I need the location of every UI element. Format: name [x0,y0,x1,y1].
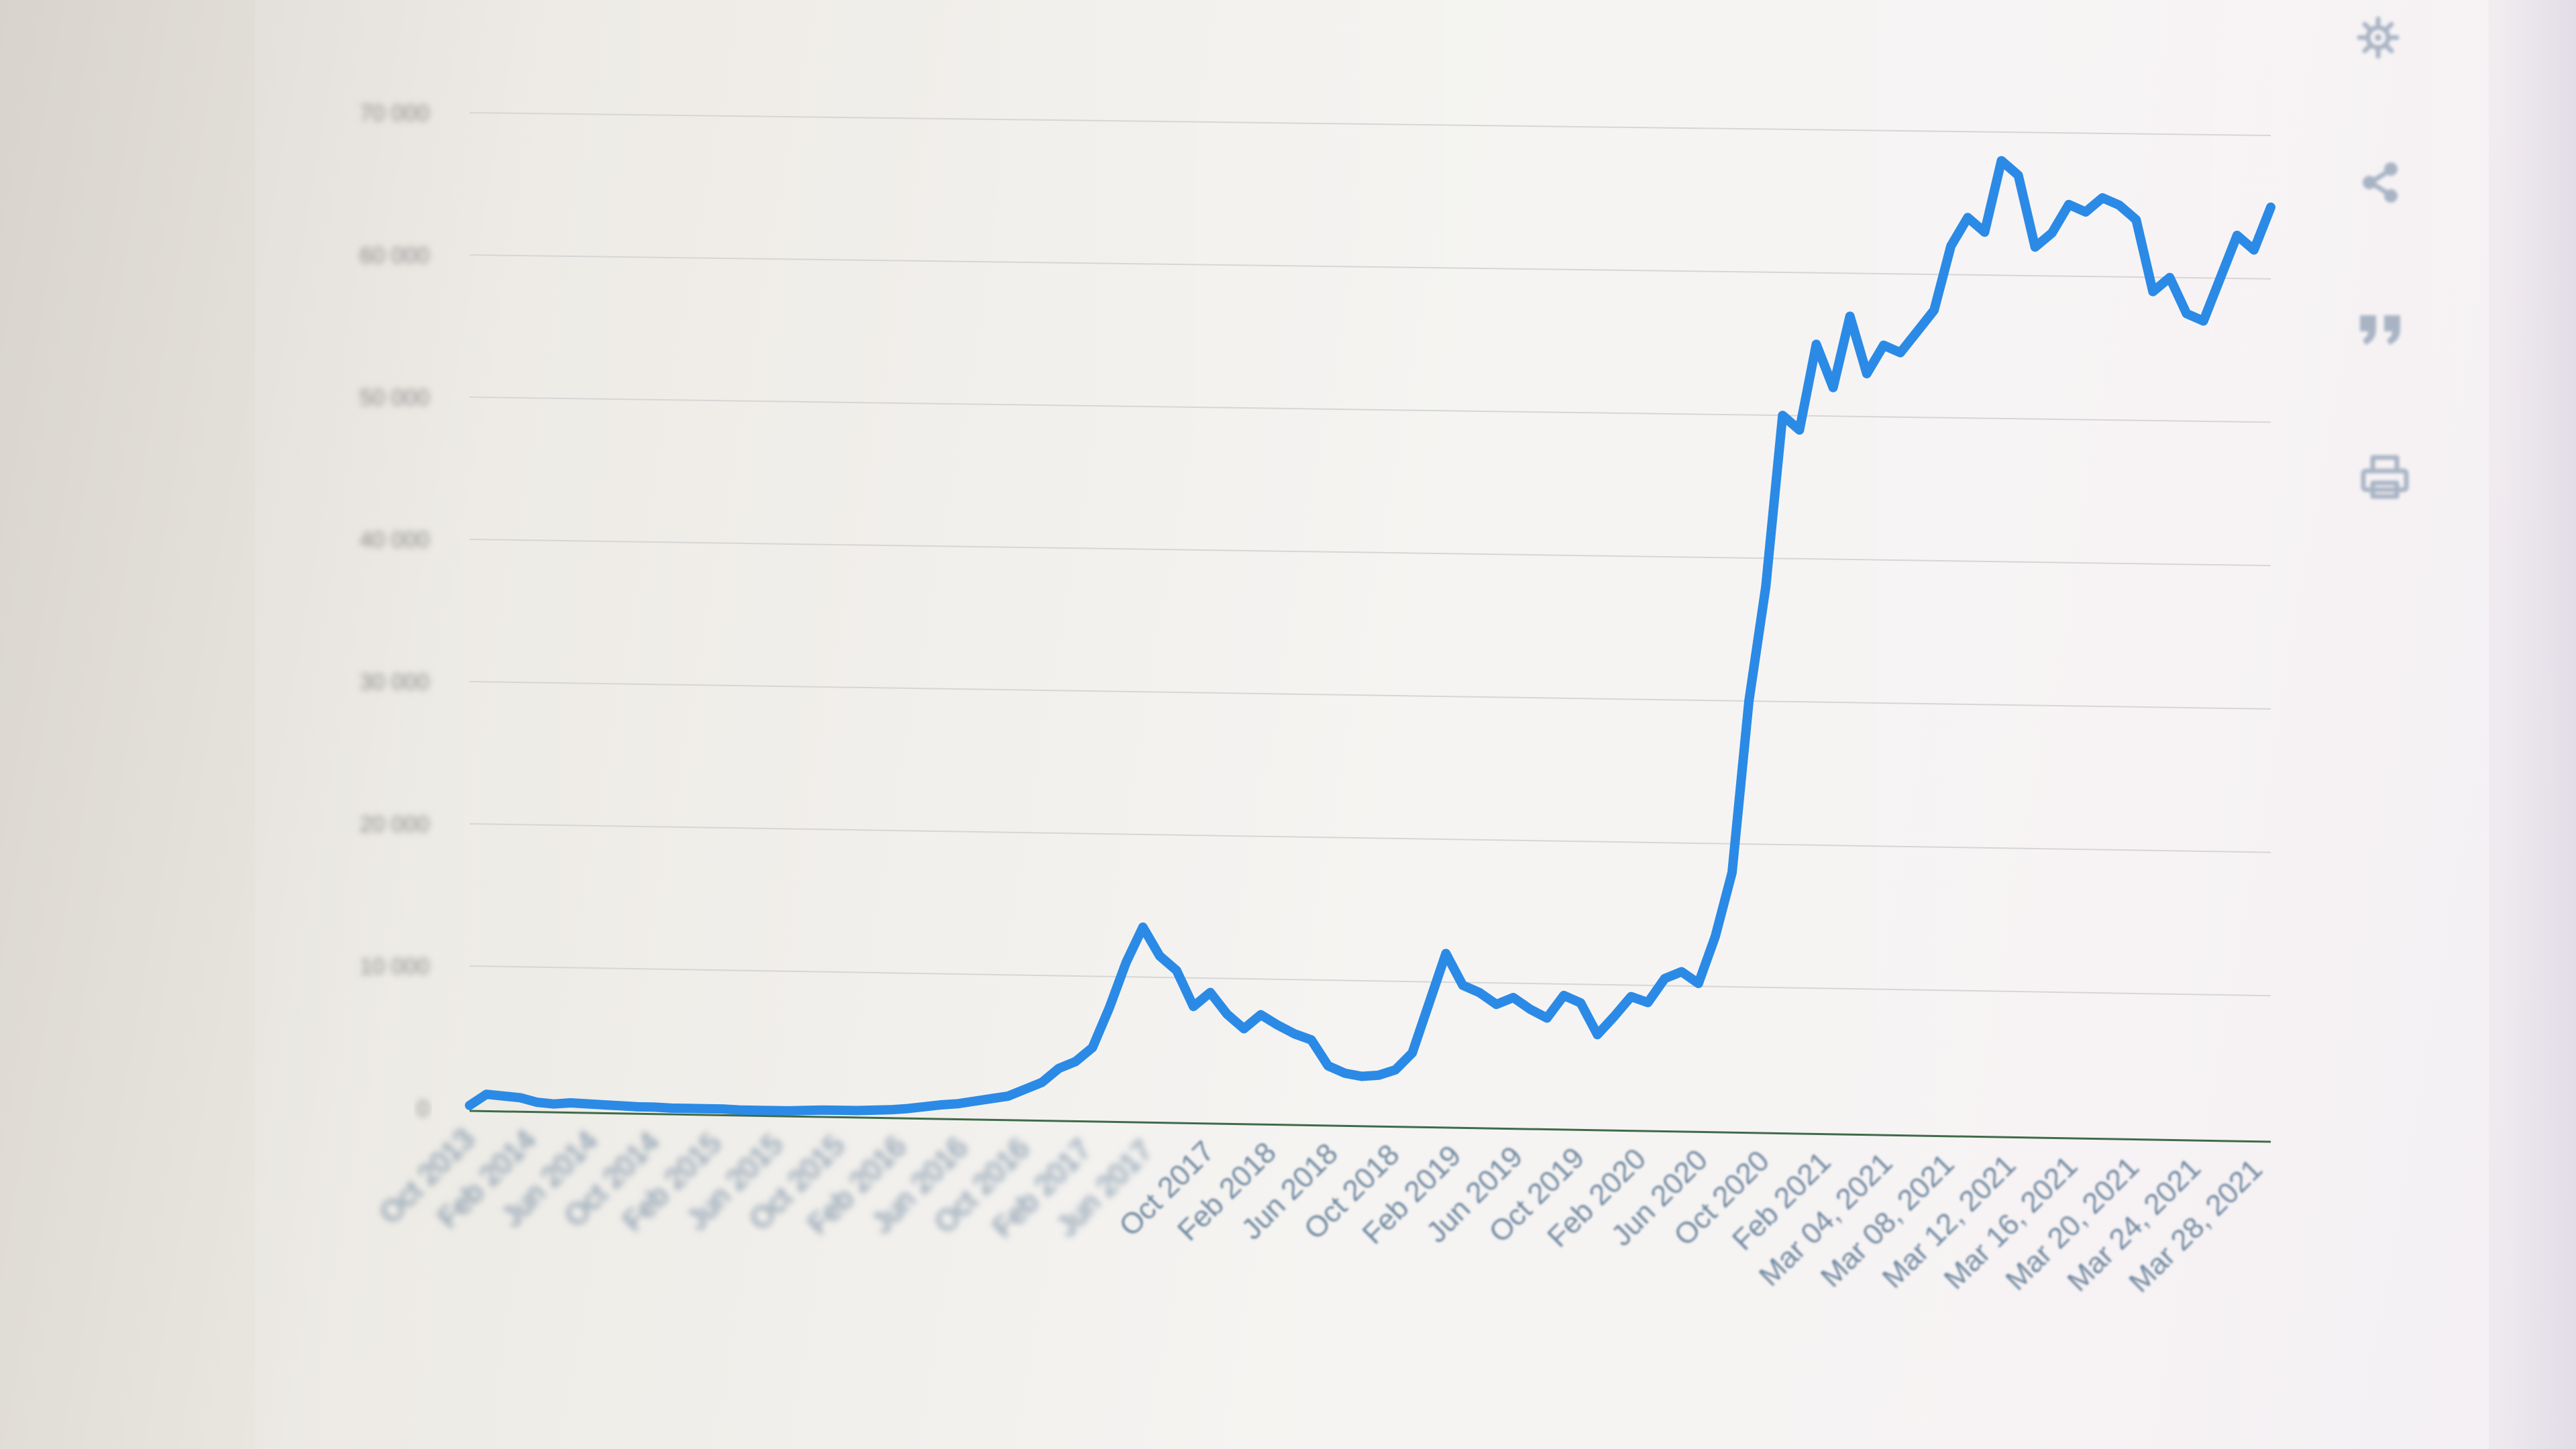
y-tick-label: 40 000 [360,527,429,553]
y-tick-label: 60 000 [360,243,429,268]
y-tick-label: 30 000 [360,669,429,695]
screen-edge-shade [2502,0,2576,1449]
gridline [469,681,2271,710]
share-icon[interactable] [2363,162,2398,203]
gridline [469,254,2271,280]
gridline [469,965,2271,997]
series-line-0 [465,156,2275,1116]
y-tick-label: 50 000 [360,385,429,411]
y-tick-label: 20 000 [360,812,429,837]
y-tick-label: 70 000 [360,101,429,126]
gridline [469,823,2271,853]
quote-icon[interactable] [2360,315,2400,345]
y-axis-tick-labels: 0 10 000 20 000 30 000 40 000 50 000 60 000 70 … [360,101,429,1122]
chart-toolbar [2357,16,2409,499]
gridline [469,112,2271,136]
gridline [469,396,2271,423]
y-tick-label: 0 [417,1096,429,1122]
chart-panel [255,0,2489,1449]
gridline [469,539,2271,567]
gridlines [469,112,2271,997]
y-tick-label: 10 000 [360,954,429,979]
gear-icon[interactable] [2357,16,2400,59]
x-axis-line [469,1110,2271,1143]
print-icon[interactable] [2361,455,2409,499]
